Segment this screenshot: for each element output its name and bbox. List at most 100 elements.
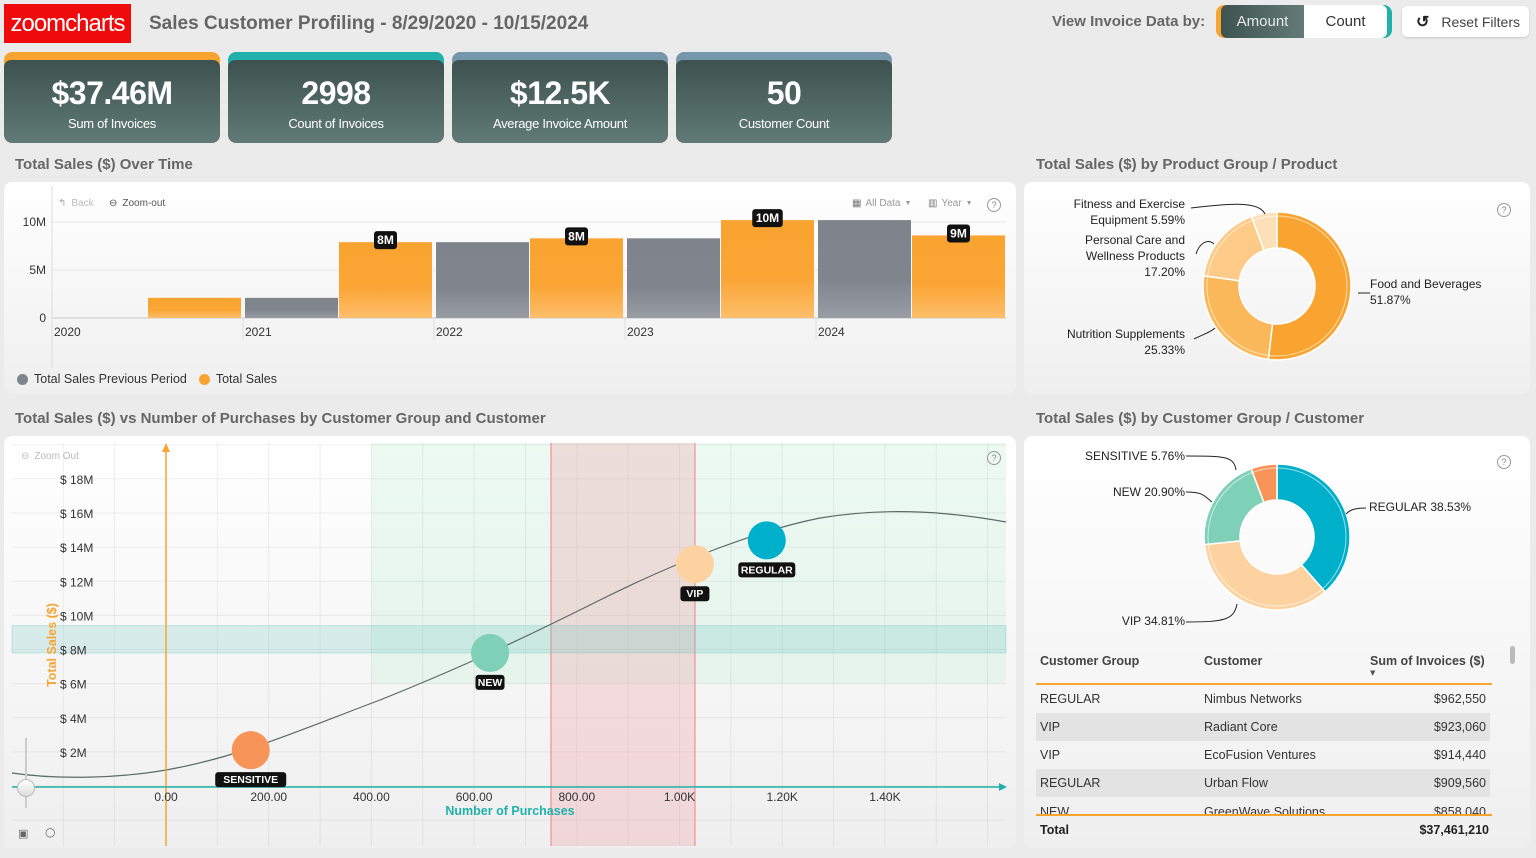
x-tick-label: 200.00 bbox=[250, 790, 287, 804]
help-icon[interactable]: ? bbox=[1497, 203, 1511, 217]
zoom-out-icon: ⊖ bbox=[109, 198, 118, 209]
slice-label: VIP bbox=[1121, 614, 1141, 628]
zoom-out-label: Zoom-out bbox=[122, 198, 166, 209]
x-tick-label: 2021 bbox=[245, 325, 272, 339]
lasso-icon[interactable]: ○ bbox=[45, 825, 56, 839]
slice-label: Nutrition Supplements bbox=[1066, 327, 1185, 341]
cell-sum: $962,550 bbox=[1433, 692, 1486, 706]
cell-sum: $923,060 bbox=[1433, 720, 1486, 734]
customer-slice-sensitive bbox=[1250, 463, 1278, 504]
help-glyph: ? bbox=[1501, 205, 1507, 215]
point-label-bg bbox=[475, 674, 505, 690]
data-label: 9M bbox=[950, 226, 967, 240]
table-row[interactable]: REGULAR Urban Flow $909,560 bbox=[1036, 769, 1490, 797]
toggle-count-button[interactable]: Count bbox=[1304, 5, 1387, 38]
caret-down-icon: ▼ bbox=[904, 200, 912, 207]
point-label: VIP bbox=[686, 588, 703, 600]
kpi-value: $37.46M bbox=[51, 74, 173, 111]
cell-group: NEW bbox=[1040, 805, 1070, 814]
col-header-customer-group[interactable]: Customer Group bbox=[1040, 654, 1140, 668]
product-slice-food-and-beverages bbox=[1267, 211, 1352, 361]
bar-total-sales bbox=[912, 235, 1005, 318]
x-axis-title: Number of Purchases bbox=[445, 804, 574, 818]
zoom-slider-handle[interactable] bbox=[17, 779, 35, 797]
col-header-customer[interactable]: Customer bbox=[1204, 654, 1263, 668]
product-label-food: Food and Beverages 51.87% bbox=[1370, 276, 1510, 308]
data-label: 8M bbox=[568, 229, 585, 243]
sort-desc-icon[interactable]: ▼ bbox=[1370, 669, 1376, 677]
scatter-zoom-out-button[interactable]: ⊖ Zoom Out bbox=[21, 451, 79, 462]
help-icon[interactable]: ? bbox=[987, 451, 1001, 465]
cell-sum: $909,560 bbox=[1433, 776, 1486, 790]
table-row-clip: NEW GreenWave Solutions $858,040 bbox=[1036, 797, 1492, 814]
zoom-out-button[interactable]: ⊖ Zoom-out bbox=[109, 198, 165, 209]
cell-customer: GreenWave Solutions bbox=[1204, 805, 1326, 814]
header-divider bbox=[1036, 683, 1492, 685]
caret-down-icon: ▼ bbox=[965, 200, 973, 207]
toggle-amount-button[interactable]: Amount bbox=[1221, 5, 1304, 38]
customer-donut-chart bbox=[1185, 455, 1367, 623]
legend-label-previous[interactable]: Total Sales Previous Period bbox=[34, 372, 187, 386]
y-tick-label: $ 14M bbox=[60, 541, 93, 555]
help-icon[interactable]: ? bbox=[987, 198, 1001, 212]
logo-text: zoomcharts bbox=[10, 9, 125, 37]
y-axis-title: Total Sales ($) bbox=[45, 603, 59, 687]
table-scrollbar-thumb[interactable] bbox=[1510, 646, 1515, 664]
legend-swatch-previous bbox=[17, 373, 28, 385]
y-tick-label: $ 18M bbox=[60, 473, 93, 487]
leader-line bbox=[1193, 327, 1216, 340]
view-invoice-label: View Invoice Data by: bbox=[1052, 13, 1206, 30]
help-glyph: ? bbox=[1501, 457, 1507, 467]
legend-swatch-total bbox=[198, 373, 210, 385]
reset-filters-label: Reset Filters bbox=[1441, 13, 1520, 30]
y-tick-label: $ 16M bbox=[60, 507, 93, 521]
kpi-card-count-invoices: 2998 Count of Invoices bbox=[228, 52, 444, 143]
kpi-label: Sum of Invoices bbox=[68, 115, 156, 131]
calendar-icon: ▦ bbox=[852, 198, 862, 209]
x-tick-label: 0.00 bbox=[154, 790, 178, 804]
data-label: 10M bbox=[756, 211, 779, 225]
amount-count-toggle[interactable]: Amount Count bbox=[1216, 5, 1392, 38]
camera-icon[interactable]: ▣ bbox=[18, 827, 29, 840]
bar-previous-period bbox=[818, 220, 911, 318]
kpi-value: $12.5K bbox=[509, 74, 611, 111]
kpi-card-sum-invoices: $37.46M Sum of Invoices bbox=[4, 52, 220, 143]
back-button[interactable]: ↰ Back bbox=[58, 198, 94, 209]
legend-label-total[interactable]: Total Sales bbox=[215, 372, 278, 386]
data-label-bg bbox=[374, 231, 397, 250]
cell-customer: Radiant Core bbox=[1204, 720, 1278, 734]
product-slice-fitness-and-exercise-equipment bbox=[1250, 211, 1278, 252]
table-row[interactable]: VIP Radiant Core $923,060 bbox=[1036, 713, 1490, 741]
point-label: NEW bbox=[478, 677, 503, 689]
slice-pct: 20.90% bbox=[1144, 485, 1185, 499]
slice-pct: 5.76% bbox=[1150, 449, 1185, 463]
bar-chart-icon: ▥ bbox=[928, 198, 938, 209]
customer-label-new: NEW 20.90% bbox=[1060, 484, 1185, 500]
reset-filters-button[interactable]: ↺ Reset Filters bbox=[1402, 6, 1529, 37]
all-data-dropdown[interactable]: ▦ All Data ▼ bbox=[852, 198, 911, 209]
slice-label: NEW bbox=[1112, 485, 1141, 499]
cell-group: VIP bbox=[1040, 720, 1061, 734]
slice-pct: 51.87% bbox=[1370, 293, 1411, 307]
slice-label: Food and Beverages bbox=[1370, 277, 1482, 291]
year-dropdown[interactable]: ▥ Year ▼ bbox=[928, 198, 973, 209]
table-row[interactable]: REGULAR Nimbus Networks $962,550 bbox=[1036, 685, 1490, 713]
zoomcharts-logo: zoomcharts bbox=[4, 4, 131, 43]
zoom-slider-track[interactable] bbox=[25, 738, 27, 808]
customer-inner-ring bbox=[1207, 467, 1347, 607]
scatter-point-regular bbox=[747, 521, 786, 560]
point-label: SENSITIVE bbox=[223, 774, 278, 786]
leader-line bbox=[1185, 603, 1238, 623]
customer-label-regular: REGULAR 38.53% bbox=[1369, 499, 1509, 515]
year-label: Year bbox=[941, 198, 962, 209]
y-tick-label: 10M bbox=[23, 215, 46, 229]
col-header-sum-invoices[interactable]: Sum of Invoices ($) bbox=[1370, 654, 1485, 668]
leader-line bbox=[1190, 203, 1266, 215]
customer-chart-title: Total Sales ($) by Customer Group / Cust… bbox=[1036, 410, 1365, 427]
table-row[interactable]: NEW GreenWave Solutions $858,040 bbox=[1036, 798, 1490, 814]
leader-line bbox=[1185, 491, 1213, 503]
table-row[interactable]: VIP EcoFusion Ventures $914,440 bbox=[1036, 741, 1490, 769]
help-icon[interactable]: ? bbox=[1497, 455, 1511, 469]
bar-previous-period bbox=[436, 242, 529, 318]
leader-line bbox=[1195, 241, 1215, 255]
